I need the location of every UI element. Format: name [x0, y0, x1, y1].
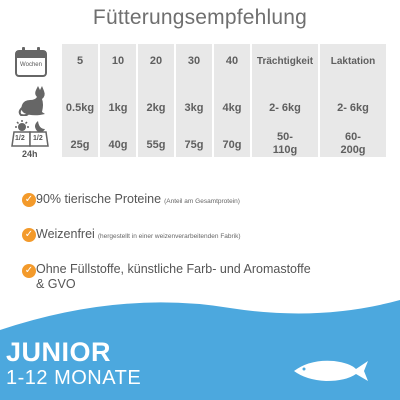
check-icon: ✓: [22, 264, 36, 278]
list-item: Weizenfrei (hergestellt in einer weizenv…: [36, 227, 241, 242]
weight-cell: 4kg: [222, 102, 242, 114]
product-age: 1-12 MONATE: [6, 367, 142, 389]
amount-line: 60-: [345, 131, 361, 143]
table-column-4: [176, 44, 212, 157]
calendar-label: Wochen: [20, 62, 42, 68]
amount-cell: 75g: [184, 139, 204, 151]
weight-cell: 1kg: [108, 102, 128, 114]
weight-cell: 0.5kg: [65, 102, 95, 114]
bullet-text: Weizenfrei: [36, 227, 95, 241]
amount-cell: 60- 200g: [320, 131, 386, 157]
amount-cell: 70g: [222, 139, 242, 151]
amount-line: 200g: [340, 144, 366, 156]
table-column-3: [138, 44, 174, 157]
weeks-cell: 10: [111, 55, 125, 67]
hours-label: 24h: [22, 149, 38, 159]
fish-icon: [294, 360, 368, 381]
amount-cell: 50- 110g: [252, 131, 318, 157]
list-item: 90% tierische Proteine (Anteil am Gesamt…: [36, 192, 240, 207]
bullet-note: (Anteil am Gesamtprotein): [164, 198, 240, 205]
check-icon: ✓: [22, 193, 36, 207]
table-column-6: [252, 44, 318, 157]
amount-line: 50-: [277, 131, 293, 143]
list-item: Ohne Füllstoffe, künstliche Farb- und Ar…: [36, 262, 311, 292]
bullet-text: Ohne Füllstoffe, künstliche Farb- und Ar…: [36, 262, 311, 276]
weight-cell: 3kg: [184, 102, 204, 114]
bullet-text: 90% tierische Proteine: [36, 192, 162, 206]
product-name: JUNIOR: [6, 337, 112, 367]
weeks-cell: 5: [76, 55, 84, 67]
weeks-cell: 30: [187, 55, 201, 67]
weight-cell: 2- 6kg: [337, 102, 369, 114]
amount-line: 110g: [272, 144, 298, 156]
wave-background: [0, 300, 400, 400]
bullet-note: (hergestellt in einer weizenverarbeitend…: [97, 233, 241, 240]
table-column-7: [320, 44, 386, 157]
cat-icon: [18, 86, 48, 121]
table-column-1: [62, 44, 98, 157]
half-left-label: 1/2: [15, 135, 25, 142]
weeks-cell: 20: [149, 55, 163, 67]
amount-cell: 55g: [146, 139, 166, 151]
weeks-cell: 40: [225, 55, 239, 67]
page-title: Fütterungsempfehlung: [92, 6, 308, 29]
table-column-5: [214, 44, 250, 157]
check-icon: ✓: [22, 228, 36, 242]
amount-cell: 25g: [70, 139, 90, 151]
amount-cell: 40g: [108, 139, 128, 151]
half-right-label: 1/2: [33, 135, 43, 142]
weight-cell: 2- 6kg: [269, 102, 301, 114]
weeks-cell: Laktation: [330, 56, 376, 67]
weeks-cell: Trächtigkeit: [256, 56, 314, 67]
bullet-text: & GVO: [36, 277, 76, 291]
table-column-2: [100, 44, 136, 157]
weight-cell: 2kg: [146, 102, 166, 114]
calendar-icon: Wochen: [14, 46, 48, 83]
day-night-icon: 1/2 1/2 24h: [10, 120, 50, 159]
